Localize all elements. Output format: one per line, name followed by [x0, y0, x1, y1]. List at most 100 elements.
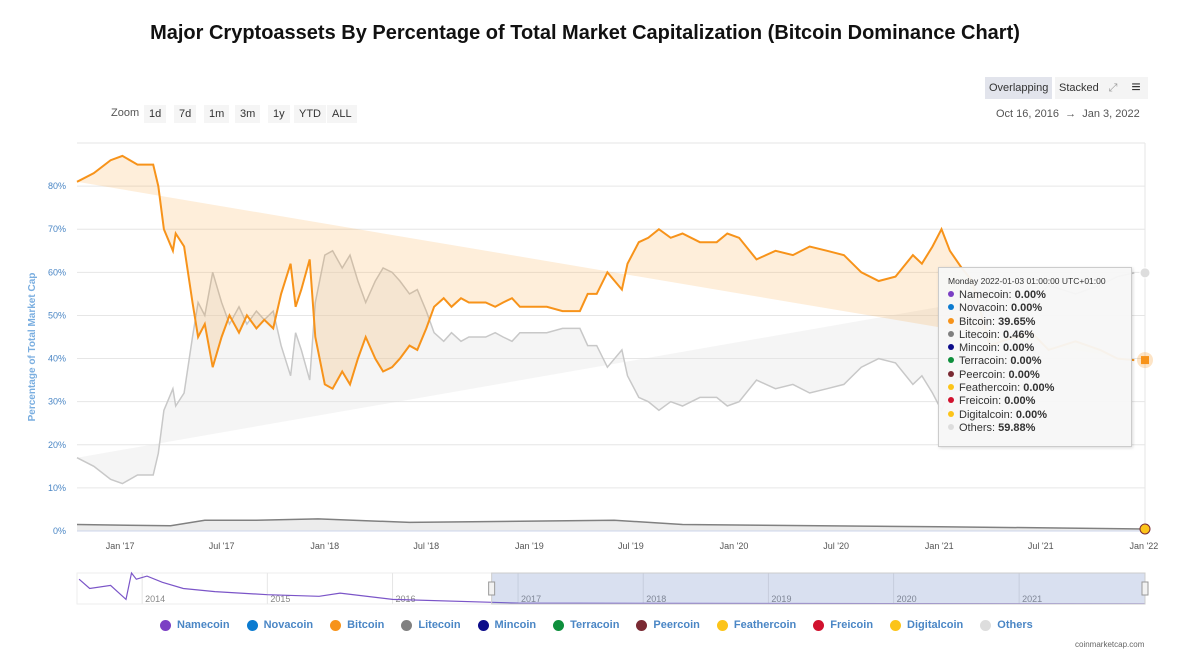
tooltip-series-value: 0.00%: [1008, 368, 1040, 381]
tooltip-series-name: Digitalcoin: [959, 408, 1010, 421]
navigator-tick-label: 2021: [1022, 594, 1042, 604]
tooltip-row: Namecoin: 0.00%: [948, 289, 1131, 302]
series-dot-icon: [948, 423, 954, 430]
legend-item-feathercoin[interactable]: Feathercoin: [716, 619, 797, 631]
tooltip-series-value: 0.00%: [1023, 382, 1055, 395]
y-tick-label: 0%: [53, 526, 66, 536]
tooltip-row: Others: 59.88%: [948, 422, 1131, 435]
zoom-ytd-button[interactable]: YTD: [294, 105, 326, 123]
fullscreen-icon[interactable]: ⤢: [1102, 77, 1124, 99]
stacked-button[interactable]: Stacked: [1055, 77, 1103, 99]
legend-dot-icon: [890, 619, 902, 631]
navigator-handle[interactable]: [1141, 581, 1149, 596]
x-tick-label: Jan '18: [310, 541, 339, 551]
legend-label: Peercoin: [653, 619, 700, 631]
series-dot-icon: [948, 357, 954, 364]
x-tick-label: Jan '21: [925, 541, 954, 551]
x-tick-label: Jan '20: [720, 541, 749, 551]
tooltip-series-value: 0.00%: [1014, 289, 1046, 301]
legend-label: Bitcoin: [347, 619, 385, 631]
legend-item-litecoin[interactable]: Litecoin: [401, 619, 461, 631]
others-end-marker: [1139, 267, 1151, 279]
y-tick-label: 70%: [48, 224, 66, 234]
legend-dot-icon: [716, 619, 728, 631]
legend-label: Feathercoin: [733, 619, 797, 631]
series-line-bitcoin: [76, 154, 1135, 391]
tooltip-series-value: 0.46%: [1003, 328, 1035, 341]
tooltip-row: Peercoin: 0.00%: [948, 369, 1131, 382]
navigator-tick-label: 2015: [270, 594, 290, 604]
legend-label: Novacoin: [263, 619, 314, 631]
legend-dot-icon: [330, 619, 342, 631]
small-series-end-marker: [1139, 523, 1151, 535]
tooltip-series-value: 0.00%: [1015, 408, 1048, 421]
tooltip-series-name: Freicoin: [959, 395, 999, 408]
tooltip-series-value: 39.65%: [998, 315, 1036, 328]
series-dot-icon: [948, 370, 954, 377]
legend: Namecoin Novacoin Bitcoin Litecoin Mincoin Te…: [160, 619, 1050, 631]
zoom-1m-button[interactable]: 1m: [204, 105, 230, 123]
legend-dot-icon: [246, 619, 258, 631]
legend-label: Litecoin: [418, 619, 461, 631]
y-tick-label: 30%: [48, 397, 66, 407]
zoom-1d-button[interactable]: 1d: [144, 105, 167, 123]
x-tick-label: Jul '21: [1028, 541, 1054, 551]
legend-dot-icon: [401, 619, 413, 631]
credit-link[interactable]: coinmarketcap.com: [1075, 640, 1145, 649]
tooltip-series-name: Feathercoin: [959, 382, 1018, 395]
legend-item-terracoin[interactable]: Terracoin: [553, 619, 619, 631]
legend-dot-icon: [980, 619, 992, 631]
tooltip-series-name: Bitcoin: [959, 315, 993, 328]
date-to[interactable]: Jan 3, 2022: [1082, 108, 1140, 120]
legend-item-bitcoin[interactable]: Bitcoin: [330, 619, 384, 631]
tooltip-series-name: Litecoin: [959, 328, 997, 341]
tooltip-row: Digitalcoin: 0.00%: [948, 409, 1131, 422]
legend-item-freicoin[interactable]: Freicoin: [813, 619, 873, 631]
tooltip-header: Monday 2022-01-03 01:00:00 UTC+01:00: [948, 276, 1106, 286]
legend-label: Others: [997, 619, 1033, 631]
legend-dot-icon: [160, 619, 171, 631]
navigator-handle[interactable]: [488, 581, 496, 596]
tooltip-row: Feathercoin: 0.00%: [948, 382, 1131, 395]
zoom-label: Zoom: [111, 107, 140, 119]
tooltip-series-value: 0.00%: [1003, 342, 1035, 355]
tooltip-series-name: Others: [959, 421, 993, 434]
tooltip-series-name: Novacoin: [959, 302, 1005, 315]
tooltip-row: Novacoin: 0.00%: [948, 302, 1131, 315]
legend-item-peercoin[interactable]: Peercoin: [636, 619, 700, 631]
series-dot-icon: [948, 410, 954, 417]
date-range[interactable]: Oct 16, 2016 → Jan 3, 2022: [996, 108, 1140, 120]
legend-item-digitalcoin[interactable]: Digitalcoin: [890, 619, 963, 631]
navigator-tick-label: 2020: [897, 594, 917, 604]
series-area-bitcoin: [77, 155, 1135, 389]
navigator-tick-label: 2014: [145, 594, 165, 604]
zoom-1y-button[interactable]: 1y: [268, 105, 290, 123]
date-from[interactable]: Oct 16, 2016: [996, 108, 1059, 120]
overlapping-button[interactable]: Overlapping: [985, 77, 1053, 99]
navigator-tick-label: 2017: [521, 594, 541, 604]
y-tick-label: 40%: [48, 354, 66, 364]
legend-item-mincoin[interactable]: Mincoin: [477, 619, 537, 631]
legend-label: Mincoin: [494, 619, 537, 631]
legend-dot-icon: [553, 619, 565, 631]
legend-item-others[interactable]: Others: [980, 619, 1033, 631]
zoom-all-button[interactable]: ALL: [327, 105, 357, 123]
y-tick-label: 50%: [48, 310, 66, 320]
series-dot-icon: [948, 317, 954, 324]
series-dot-icon: [948, 397, 954, 404]
zoom-7d-button[interactable]: 7d: [174, 105, 197, 123]
x-tick-label: Jan '17: [106, 541, 135, 551]
legend-label: Terracoin: [570, 619, 620, 631]
tooltip-series-value: 0.00%: [1010, 302, 1043, 315]
x-tick-label: Jul '19: [618, 541, 644, 551]
legend-dot-icon: [813, 619, 825, 631]
tooltip-series-name: Terracoin: [959, 355, 1005, 368]
zoom-3m-button[interactable]: 3m: [235, 105, 261, 123]
navigator-selected-range[interactable]: [491, 572, 1146, 605]
legend-item-namecoin[interactable]: Namecoin: [160, 619, 230, 631]
y-tick-label: 80%: [48, 181, 66, 191]
legend-item-novacoin[interactable]: Novacoin: [246, 619, 314, 631]
hamburger-menu-icon[interactable]: ≡: [1124, 77, 1148, 99]
